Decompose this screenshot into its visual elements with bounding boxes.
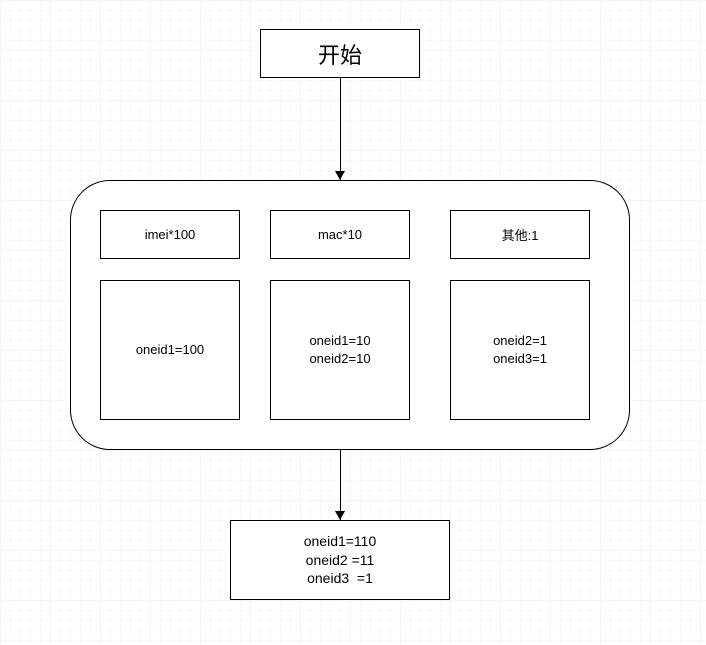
edge-start-to-container	[340, 78, 341, 180]
header-imei-label: imei*100	[145, 227, 196, 242]
result-node: oneid1=110 oneid2 =11 oneid3 =1	[230, 520, 450, 600]
result-text: oneid1=110 oneid2 =11 oneid3 =1	[304, 532, 377, 589]
body-col1-text: oneid1=100	[136, 341, 204, 359]
flowchart-canvas: 开始 imei*100 mac*10 其他:1 oneid1=100 oneid…	[0, 0, 706, 645]
start-node: 开始	[260, 29, 420, 78]
body-col3-text: oneid2=1 oneid3=1	[493, 332, 547, 367]
arrowhead-start-to-container	[335, 171, 345, 180]
edge-container-to-result	[340, 450, 341, 520]
header-other: 其他:1	[450, 210, 590, 259]
body-col2-text: oneid1=10 oneid2=10	[309, 332, 370, 367]
start-label: 开始	[318, 38, 362, 70]
header-other-label: 其他:1	[502, 225, 539, 244]
arrowhead-container-to-result	[335, 511, 345, 520]
body-col3: oneid2=1 oneid3=1	[450, 280, 590, 420]
header-mac: mac*10	[270, 210, 410, 259]
body-col2: oneid1=10 oneid2=10	[270, 280, 410, 420]
header-mac-label: mac*10	[318, 227, 362, 242]
header-imei: imei*100	[100, 210, 240, 259]
body-col1: oneid1=100	[100, 280, 240, 420]
